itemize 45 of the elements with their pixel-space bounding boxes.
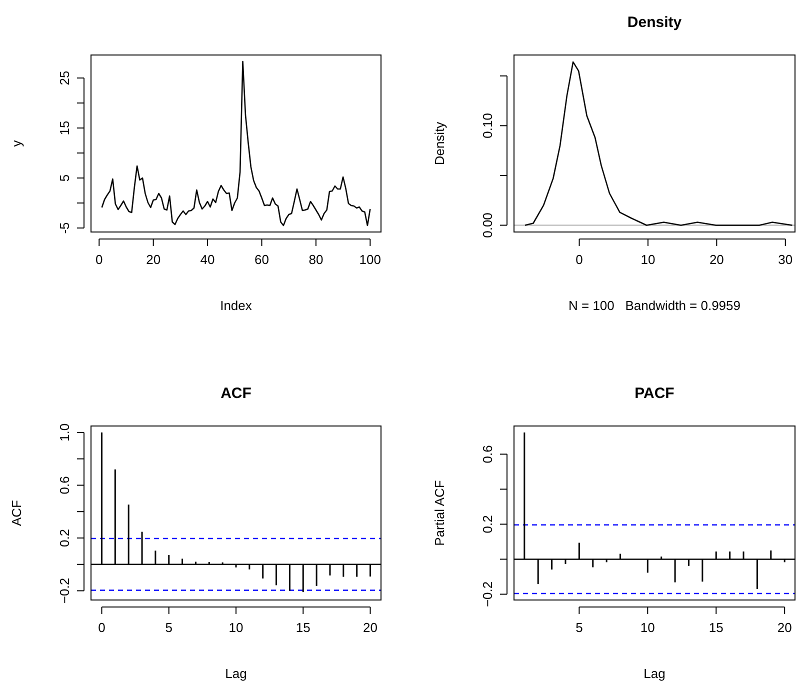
- y-tick-label: 0.10: [480, 113, 495, 138]
- x-tick-label: 5: [576, 620, 583, 635]
- x-tick-label: 30: [778, 252, 793, 267]
- x-tick-label: 15: [708, 620, 724, 635]
- x-axis-title: Lag: [225, 666, 247, 681]
- x-tick-label: 0: [98, 620, 106, 635]
- x-tick-label: 80: [308, 252, 324, 267]
- x-tick-label: 40: [200, 252, 215, 267]
- x-tick-label: 20: [363, 620, 378, 635]
- y-tick-label: 0.6: [57, 476, 72, 494]
- x-tick-label: 20: [777, 620, 792, 635]
- x-tick-label: 100: [359, 252, 382, 267]
- y-tick-label: 1.0: [57, 423, 72, 442]
- y-tick-label: −0.2: [57, 578, 72, 604]
- x-tick-label: 10: [228, 620, 244, 635]
- line-series: [101, 60, 371, 226]
- line-series: [524, 61, 793, 226]
- x-tick-label: 60: [254, 252, 269, 267]
- y-tick-label: 0.6: [480, 445, 495, 464]
- x-axis-title: N = 100 Bandwidth = 0.9959: [568, 298, 741, 313]
- y-tick-label: 0.2: [480, 515, 495, 534]
- y-tick-label: 15: [57, 120, 72, 136]
- y-axis-title: ACF: [9, 500, 24, 526]
- chart-title: ACF: [220, 385, 252, 402]
- x-tick-label: 15: [296, 620, 310, 635]
- x-axis-title: Lag: [644, 666, 666, 681]
- chart-title: Density: [627, 14, 682, 31]
- y-axis-title: y: [9, 140, 24, 147]
- y-tick-label: 5: [57, 174, 72, 182]
- y-axis-title: Density: [432, 121, 447, 166]
- y-tick-label: -5: [57, 222, 72, 234]
- y-tick-label: −0.2: [480, 581, 495, 608]
- chart-title: PACF: [634, 385, 674, 402]
- y-tick-label: 25: [57, 70, 72, 86]
- x-tick-label: 0: [96, 252, 103, 267]
- x-tick-label: 0: [576, 252, 583, 267]
- x-tick-label: 10: [640, 252, 656, 267]
- x-tick-label: 20: [146, 252, 161, 267]
- x-tick-label: 20: [709, 252, 724, 267]
- x-axis-title: Index: [220, 298, 252, 313]
- x-tick-label: 10: [640, 620, 655, 635]
- y-axis-title: Partial ACF: [432, 480, 447, 546]
- y-tick-label: 0.2: [57, 528, 72, 548]
- x-tick-label: 5: [165, 620, 172, 635]
- y-tick-label: 0.00: [480, 212, 495, 238]
